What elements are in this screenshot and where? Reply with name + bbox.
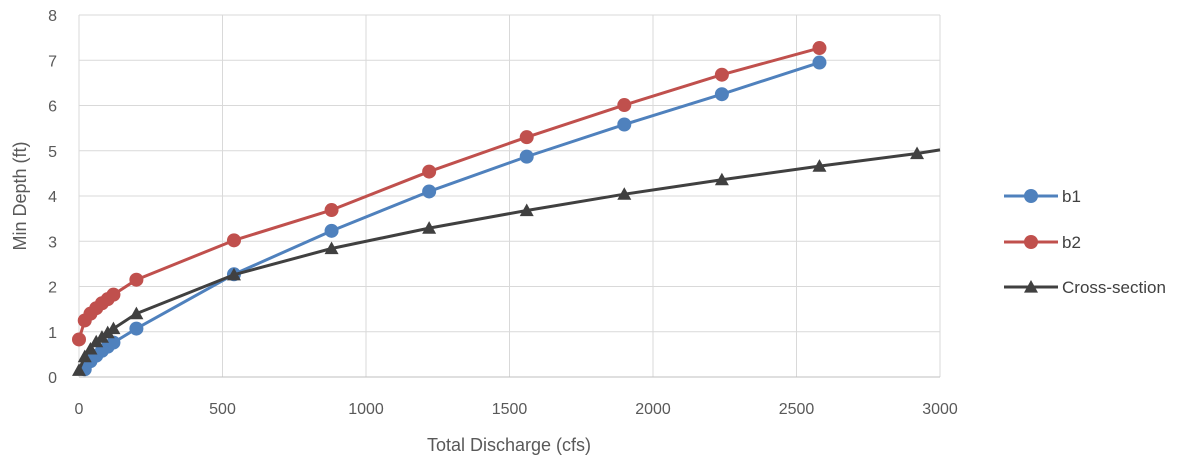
x-axis-title: Total Discharge (cfs) [427, 435, 591, 455]
data-point-b2 [422, 164, 437, 179]
data-point-cross-section [83, 341, 98, 355]
legend-label: Cross-section [1062, 278, 1166, 297]
legend-label: b1 [1062, 187, 1081, 206]
y-tick-label: 1 [48, 325, 57, 342]
legend-marker [1024, 235, 1038, 249]
legend-item-b1: b1 [1004, 187, 1081, 206]
data-point-b2 [324, 203, 339, 218]
legend-marker [1024, 280, 1038, 293]
data-point-b2 [812, 41, 827, 56]
data-point-b2 [72, 332, 86, 347]
y-axis-title: Min Depth (ft) [10, 141, 30, 250]
y-tick-label: 7 [48, 53, 57, 70]
data-point-cross-section [72, 363, 86, 376]
series-line-b2 [77, 46, 820, 340]
data-point-cross-section [324, 241, 339, 255]
y-tick-label: 3 [48, 234, 57, 251]
legend-marker [1024, 189, 1038, 203]
y-tick-label: 2 [48, 280, 57, 297]
data-point-cross-section [77, 349, 92, 363]
legend-item-b2: b2 [1004, 233, 1081, 252]
y-tick-label: 5 [48, 144, 57, 161]
data-point-b2 [106, 287, 121, 302]
series-cross-section [72, 146, 941, 376]
data-point-b2 [519, 130, 534, 145]
series-line-b1 [83, 61, 820, 371]
data-point-cross-section [422, 221, 437, 234]
data-point-b1 [812, 55, 827, 70]
data-point-cross-section [714, 172, 729, 186]
x-tick-label: 3000 [922, 401, 958, 418]
x-tick-label: 1500 [492, 401, 528, 418]
series-b2 [72, 41, 827, 347]
data-point-cross-section [106, 321, 121, 335]
data-point-b2 [617, 98, 632, 113]
x-tick-label: 0 [75, 401, 84, 418]
data-point-b1 [422, 184, 437, 199]
data-point-b1 [714, 87, 729, 102]
data-point-cross-section [617, 187, 632, 200]
data-point-b1 [617, 117, 632, 132]
series-b1 [77, 55, 827, 377]
x-tick-label: 500 [209, 401, 236, 418]
x-tick-label: 2000 [635, 401, 671, 418]
data-point-b2 [714, 67, 729, 82]
gridlines [78, 14, 941, 378]
x-tick-label: 1000 [348, 401, 384, 418]
data-point-b1 [519, 149, 534, 164]
y-tick-label: 4 [48, 189, 57, 206]
legend-label: b2 [1062, 233, 1081, 252]
y-tick-label: 8 [48, 8, 57, 25]
axes: 0 1 2 3 4 5 6 7 8 0 500 1000 1500 2000 2500 3000 [48, 8, 958, 418]
data-point-b1 [324, 223, 339, 238]
data-point-b2 [226, 233, 241, 248]
data-point-cross-section [812, 159, 827, 172]
data-point-b1 [106, 335, 121, 350]
data-point-cross-section [910, 146, 925, 160]
data-point-cross-section [226, 267, 241, 281]
y-tick-label: 0 [48, 370, 57, 387]
data-point-b2 [129, 272, 144, 287]
series-layer [72, 41, 941, 377]
x-tick-label: 2500 [779, 401, 815, 418]
legend: b1 b2 Cross-section [1004, 187, 1166, 297]
data-point-cross-section [519, 203, 534, 217]
data-point-b1 [129, 321, 144, 336]
y-tick-label: 6 [48, 99, 57, 116]
data-point-cross-section [129, 306, 144, 320]
legend-item-cross-section: Cross-section [1004, 278, 1166, 297]
